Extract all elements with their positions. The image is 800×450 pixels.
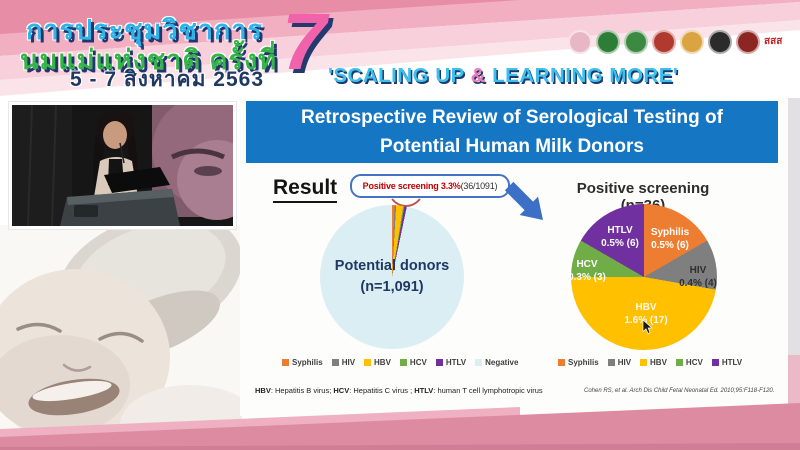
slice-label-hbv: HBV 1.6% (17): [624, 302, 668, 326]
legend-swatch: [607, 359, 615, 366]
legend-swatch: [475, 359, 483, 366]
legend-item: HTLV: [711, 358, 742, 367]
thai-health-promotion-logo: สสส: [764, 36, 783, 47]
legend-item: Syphilis: [558, 358, 599, 367]
legend-swatch: [435, 359, 443, 366]
pie-left-center-label: Potential donors (n=1,091): [334, 258, 450, 296]
conference-subtitle-thai: นมแม่แห่งชาติ ครั้งที่: [20, 45, 277, 75]
legend-right-pie: Syphilis HIV HBV HCV HTLV: [558, 358, 742, 367]
legend-item: HBV: [640, 358, 667, 367]
slide-title: Retrospective Review of Serological Test…: [246, 101, 778, 163]
callout-highlight: Positive screening 3.3%: [362, 181, 461, 191]
slice-label-hcv: HCV 0.3% (3): [568, 259, 606, 283]
sponsor-logo-row: สสส: [568, 30, 782, 54]
arrow-right-icon: [504, 181, 543, 220]
presenter-video-feed[interactable]: [8, 95, 262, 230]
presenter-video-content: [12, 95, 262, 227]
legend-swatch: [675, 359, 683, 366]
university-black-white-logo: [708, 30, 732, 54]
legend-item: HIV: [607, 358, 631, 367]
legend-item: Syphilis: [282, 358, 323, 367]
callout-detail: (36/1091): [460, 181, 498, 191]
dark-red-society-logo: [736, 30, 760, 54]
pie-chart-potential-donors: [320, 205, 464, 349]
presentation-slide: Retrospective Review of Serological Test…: [240, 98, 788, 416]
legend-left-pie: Syphilis HIV HBV HCV HTLV Negative: [282, 358, 518, 367]
legend-swatch: [282, 359, 289, 366]
conference-dates: 5 - 7 สิงหาคม 2563: [70, 68, 265, 91]
health-department-green-logo: [596, 30, 620, 54]
legend-item: HCV: [399, 358, 427, 367]
legend-swatch: [364, 359, 372, 366]
slice-label-syphilis: Syphilis 0.5% (6): [650, 227, 690, 251]
mouse-cursor-icon: [642, 320, 653, 334]
slice-label-hiv: HIV 0.4% (4): [679, 265, 717, 289]
legend-item: Negative: [475, 358, 518, 367]
slice-label-htlv: HTLV 0.5% (6): [601, 225, 639, 249]
mother-child-foundation-logo: [568, 30, 592, 54]
medical-council-green-logo: [624, 30, 648, 54]
conference-title-thai: การประชุมวิชาการ: [26, 15, 263, 45]
positive-screening-callout: Positive screening 3.3% (36/1091): [350, 174, 510, 198]
legend-swatch: [640, 359, 648, 366]
legend-swatch: [331, 359, 339, 366]
screen-edge-pink-patch: [788, 355, 800, 415]
legend-swatch: [399, 359, 407, 366]
legend-swatch: [558, 359, 565, 366]
result-heading: Result: [273, 176, 338, 203]
baby-background-photo: [0, 225, 242, 450]
legend-item: HTLV: [435, 358, 466, 367]
conference-tagline: 'SCALING UP & LEARNING MORE': [328, 64, 679, 87]
royal-college-red-gold-logo: [652, 30, 676, 54]
abbreviation-footnote: HBV: Hepatitis B virus; HCV: Hepatitis C…: [255, 386, 543, 395]
projector-screen-edge: [788, 98, 800, 418]
legend-item: HCV: [675, 358, 703, 367]
legend-item: HBV: [364, 358, 391, 367]
legend-item: HIV: [331, 358, 355, 367]
edition-number: 7: [282, 0, 327, 86]
legend-swatch: [711, 359, 719, 366]
royal-crest-gold-logo: [680, 30, 704, 54]
reference-citation: Cohen RS, et al. Arch Dis Child Fetal Ne…: [584, 388, 775, 394]
